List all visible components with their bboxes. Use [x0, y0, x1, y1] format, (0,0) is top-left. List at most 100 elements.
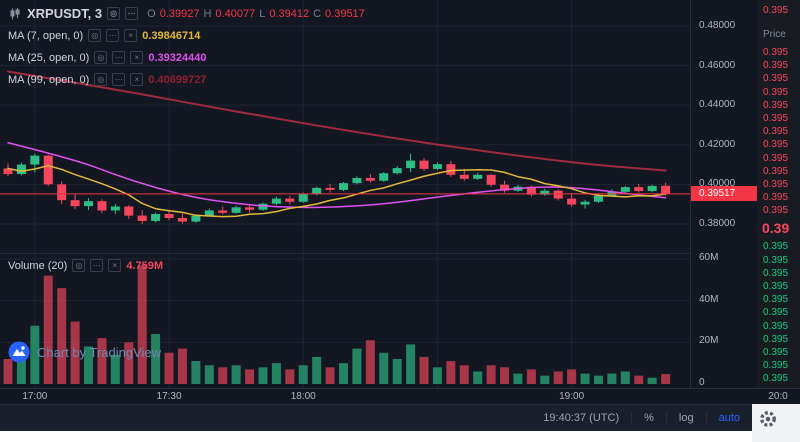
clock-label[interactable]: 19:40:37 (UTC) — [543, 412, 620, 424]
bid-row[interactable]: 0.395 — [763, 333, 789, 345]
visibility-icon[interactable]: ◎ — [72, 259, 86, 272]
ask-row[interactable]: 0.395 — [763, 139, 789, 151]
low-label: L — [259, 7, 266, 20]
indicator-value: 0.40699727 — [148, 73, 207, 86]
price-tick-label: 0.44000 — [699, 99, 736, 111]
percent-scale-button[interactable]: % — [644, 412, 654, 424]
log-scale-button[interactable]: log — [678, 412, 694, 424]
ma25-legend-row: MA (25, open, 0) ◎ ⋯ × 0.39324440 — [8, 51, 206, 64]
ask-row[interactable]: 0.395 — [763, 86, 789, 98]
settings-icon[interactable]: ⋯ — [90, 259, 104, 272]
close-icon[interactable]: × — [124, 29, 138, 42]
price-tick-label: 0.42000 — [699, 138, 736, 150]
bid-row[interactable]: 0.395 — [763, 307, 789, 319]
last-price-badge: 0.39517 — [691, 185, 757, 201]
bottom-toolbar: 19:40:37 (UTC) % log auto — [0, 404, 752, 431]
ask-row[interactable]: 0.395 — [763, 60, 789, 72]
close-icon[interactable]: × — [130, 51, 144, 64]
time-axis[interactable]: 17:00 17:30 18:00 19:00 20:0 — [0, 388, 800, 404]
visibility-icon[interactable]: ◎ — [88, 29, 102, 42]
toolbar-divider — [631, 411, 633, 425]
indicator-value: 0.39846714 — [142, 29, 201, 42]
visibility-icon[interactable]: ◎ — [94, 51, 108, 64]
close-value: 0.39517 — [325, 7, 365, 20]
symbol-title[interactable]: XRPUSDT, 3 — [27, 6, 103, 21]
orderbook-last-price: 0.39 — [762, 220, 790, 237]
settings-icon[interactable]: ⋯ — [106, 29, 120, 42]
price-axis[interactable]: 0.39517 0.48000 0.46000 0.44000 0.42000 0.40… — [690, 0, 757, 388]
bid-row[interactable]: 0.395 — [763, 346, 789, 358]
ohlc-readout: O 0.39927 H 0.40077 L 0.39412 C 0.39517 — [147, 8, 365, 20]
attribution-link[interactable]: Chart by TradingView — [8, 341, 161, 363]
low-value: 0.39412 — [269, 7, 310, 20]
ask-row[interactable]: 0.395 — [763, 73, 789, 85]
volume-tick-label: 0 — [699, 377, 705, 388]
toolbar-divider — [665, 411, 667, 425]
chart-type-icon — [8, 7, 22, 21]
price-pane[interactable] — [0, 0, 690, 253]
volume-value: 4.759M — [126, 259, 164, 272]
settings-icon[interactable]: ⋯ — [112, 51, 126, 64]
volume-tick-label: 40M — [699, 293, 719, 305]
volume-label: Volume (20) — [8, 259, 68, 272]
high-label: H — [203, 7, 212, 20]
ask-row[interactable]: 0.395 — [763, 205, 789, 217]
ask-row[interactable]: 0.395 — [763, 152, 789, 164]
orderbook-price-header: Price — [763, 29, 786, 40]
ma99-legend-row: MA (99, open, 0) ◎ ⋯ × 0.40699727 — [8, 73, 206, 86]
price-tick-label: 0.38000 — [699, 217, 736, 229]
bid-row[interactable]: 0.395 — [757, 386, 800, 389]
open-value: 0.39927 — [159, 7, 200, 20]
ask-row[interactable]: 0.395 — [763, 112, 789, 124]
settings-icon[interactable]: ⋯ — [112, 73, 126, 86]
ask-row[interactable]: 0.395 — [763, 47, 789, 58]
volume-pane[interactable] — [0, 253, 690, 388]
toolbar-divider — [705, 411, 707, 425]
ma7-legend-row: MA (7, open, 0) ◎ ⋯ × 0.39846714 — [8, 29, 200, 42]
visibility-icon[interactable]: ◎ — [94, 73, 108, 86]
bid-row[interactable]: 0.395 — [763, 294, 789, 306]
symbol-legend: XRPUSDT, 3 ◎ ⋯ O 0.39927 H 0.40077 L 0.3… — [8, 6, 365, 21]
close-icon[interactable]: × — [108, 259, 122, 272]
bid-row[interactable]: 0.395 — [763, 241, 789, 253]
ask-row[interactable]: 0.395 — [763, 165, 789, 177]
volume-tick-label: 60M — [699, 252, 719, 263]
orderbook-asks: 0.395 0.395 0.395 0.395 0.395 0.395 0.395 0.395… — [757, 46, 800, 217]
indicator-label: MA (7, open, 0) — [8, 29, 84, 42]
ask-row[interactable]: 0.395 — [763, 192, 789, 204]
indicator-label: MA (25, open, 0) — [8, 51, 90, 64]
time-tick-label: 17:30 — [156, 391, 182, 402]
time-tick-label: 18:00 — [290, 391, 316, 402]
tradingview-logo-icon — [8, 341, 30, 363]
close-icon[interactable]: × — [130, 73, 144, 86]
price-tick-label: 0.48000 — [699, 19, 736, 31]
volume-tick-label: 20M — [699, 335, 719, 347]
page-background-strip — [0, 431, 752, 442]
time-tick-label: 19:00 — [559, 391, 585, 402]
attribution-text: Chart by TradingView — [37, 344, 162, 360]
gear-icon[interactable] — [759, 410, 777, 428]
ask-row[interactable]: 0.395 — [763, 99, 789, 111]
bid-row[interactable]: 0.395 — [763, 360, 789, 372]
orderbook-bids: 0.395 0.395 0.395 0.395 0.395 0.395 0.395 0.395… — [757, 240, 800, 388]
visibility-icon[interactable]: ◎ — [107, 7, 121, 20]
auto-scale-button[interactable]: auto — [718, 412, 740, 424]
open-label: O — [147, 7, 156, 20]
indicator-label: MA (99, open, 0) — [8, 73, 90, 86]
bid-row[interactable]: 0.395 — [763, 320, 789, 332]
ask-row[interactable]: 0.395 — [763, 126, 789, 138]
bid-row[interactable]: 0.395 — [763, 373, 789, 385]
settings-corner — [752, 404, 800, 442]
high-value: 0.40077 — [215, 7, 256, 20]
more-icon[interactable]: ⋯ — [125, 7, 139, 20]
bid-row[interactable]: 0.395 — [763, 254, 789, 266]
ask-row[interactable]: 0.395 — [763, 178, 789, 190]
time-tick-label: 17:00 — [22, 391, 48, 402]
bid-row[interactable]: 0.395 — [763, 281, 789, 292]
price-tick-label: 0.40000 — [699, 178, 736, 190]
time-tick-label: 20:0 — [768, 391, 788, 402]
price-tick-label: 0.46000 — [699, 59, 736, 71]
bid-row[interactable]: 0.395 — [763, 267, 789, 279]
orderbook-panel: 0.395 Price 0.395 0.395 0.395 0.395 0.395 0.3… — [757, 0, 800, 388]
